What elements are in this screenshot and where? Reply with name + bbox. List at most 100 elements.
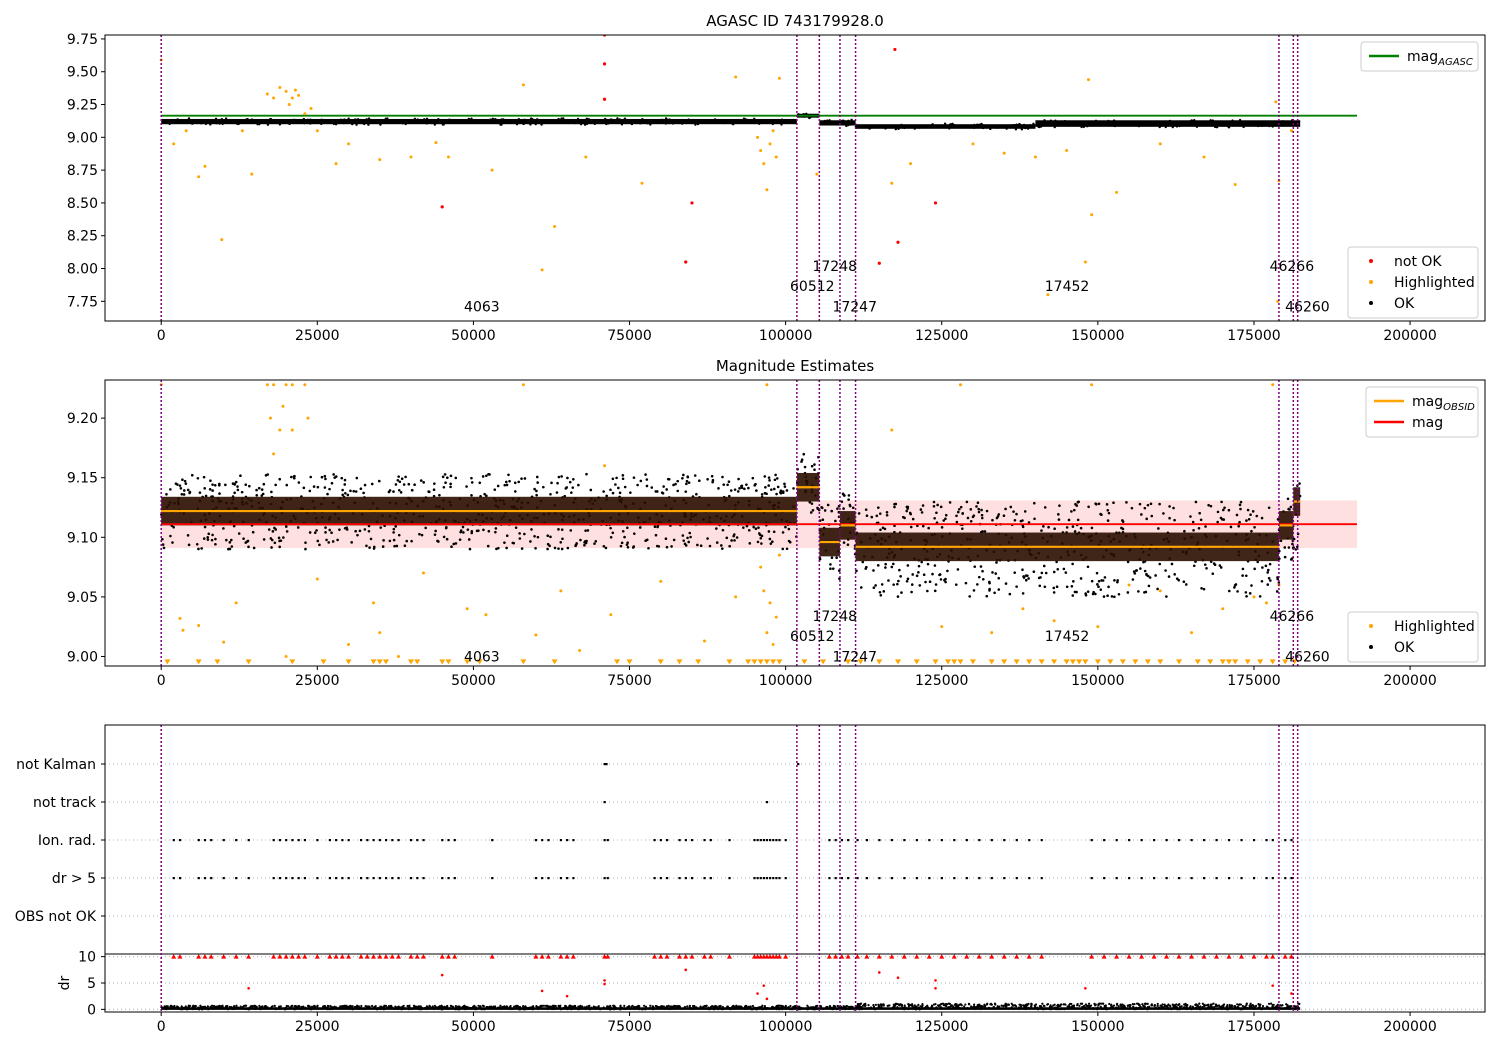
dr-ok-point: [1007, 1003, 1010, 1006]
dr-capped-marker: [1151, 954, 1157, 959]
dr-ok-point: [713, 1005, 716, 1008]
estimates-ok-point: [444, 481, 447, 484]
estimates-ok-point: [433, 482, 436, 485]
agasc-ok-point: [1113, 124, 1117, 128]
estimates-ok-point: [800, 458, 804, 461]
dr-ok-point: [542, 1004, 545, 1007]
agasc-ok-point: [780, 123, 783, 126]
estimates-ok-point: [293, 474, 296, 478]
agasc-ok-point: [416, 118, 419, 121]
estimates-ok-point: [313, 531, 317, 535]
estimates-ok-point: [619, 544, 623, 548]
agasc-highlighted-point: [203, 164, 207, 168]
estimates-low-marker: [1026, 659, 1033, 665]
dr-ok-point: [879, 1004, 882, 1007]
flags-point: [1203, 877, 1206, 880]
agasc-y-tick-label: 9.75: [67, 32, 98, 48]
flags-point: [422, 877, 425, 880]
estimates-highlighted-point: [234, 601, 238, 605]
dr-capped-marker: [1026, 954, 1032, 959]
agasc-x-tick-label: 200000: [1383, 328, 1436, 344]
estimates-ok-point: [748, 542, 752, 545]
agasc-bottom-legend-box: [1347, 246, 1479, 319]
estimates-ok-point: [939, 505, 943, 509]
dr-ok-point: [1097, 1004, 1100, 1007]
agasc-x-tick-label: 0: [157, 328, 166, 344]
estimates-ok-point: [203, 487, 207, 490]
agasc-ok-point: [302, 117, 306, 121]
agasc-ok-point: [256, 123, 259, 126]
agasc-ok-point: [1024, 126, 1027, 130]
estimates-highlighted-point: [303, 383, 307, 387]
estimates-highlighted-point: [1021, 607, 1025, 611]
dr-ok-point: [1005, 1003, 1008, 1006]
agasc-ok-point: [170, 121, 174, 125]
estimates-ok-point: [560, 475, 563, 478]
estimates-ok-point: [529, 540, 532, 543]
agasc-ok-point: [1137, 124, 1141, 128]
estimates-ok-point: [865, 514, 869, 518]
flags-point: [965, 877, 968, 880]
estimates-ok-point: [909, 512, 912, 516]
estimates-ok-point: [681, 534, 685, 537]
estimates-ok-point: [438, 493, 441, 497]
estimates-ok-point: [179, 487, 183, 490]
dr-ok-point: [1126, 1004, 1129, 1007]
dr-capped-marker: [452, 954, 458, 959]
estimates-low-marker: [695, 659, 702, 665]
estimates-bottom-legend-label: Highlighted: [1394, 619, 1475, 635]
flags-point: [272, 839, 275, 842]
flags-point: [915, 877, 918, 880]
agasc-y-tick-label: 7.75: [67, 294, 98, 310]
estimates-ok-point: [946, 569, 949, 573]
estimates-ok-point: [309, 475, 313, 479]
estimates-ok-point: [1040, 529, 1043, 532]
agasc-ok-point: [599, 121, 602, 124]
estimates-ok-point: [1075, 590, 1078, 594]
agasc-title: AGASC ID 743179928.0: [706, 12, 884, 30]
flags-point: [878, 839, 881, 842]
estimates-ok-point: [1298, 482, 1301, 485]
agasc-ok-point: [1270, 121, 1274, 124]
agasc-ok-point: [235, 122, 239, 125]
estimates-x-tick-label: 125000: [915, 673, 968, 689]
agasc-highlighted-point: [1083, 260, 1087, 264]
estimates-highlighted-point: [281, 404, 285, 408]
estimates-ok-point: [767, 530, 771, 533]
estimates-ok-point: [915, 574, 919, 578]
flags-point: [856, 839, 859, 842]
dr-red-point: [1271, 984, 1274, 987]
estimates-ok-point: [1205, 567, 1208, 570]
estimates-low-marker: [857, 659, 864, 665]
dr-ok-point: [608, 1005, 611, 1008]
estimates-ok-point: [188, 491, 191, 495]
estimates-ok-point: [1055, 560, 1058, 564]
estimates-ok-point: [1156, 587, 1159, 591]
flags-point: [603, 877, 606, 880]
estimates-ok-point: [169, 488, 172, 491]
agasc-ok-point: [584, 120, 587, 123]
estimates-ok-point: [557, 547, 560, 550]
agasc-ok-point: [897, 127, 900, 131]
flags-point: [653, 877, 656, 880]
agasc-ok-point: [535, 119, 538, 123]
estimates-ok-point: [765, 492, 768, 496]
estimates-ok-point: [1131, 578, 1135, 581]
estimates-ok-point: [1113, 579, 1116, 582]
estimates-ok-point: [1027, 577, 1030, 580]
estimates-ok-point: [196, 476, 200, 480]
dr-capped-marker: [1039, 954, 1045, 959]
flags-point: [940, 877, 943, 880]
dr-ok-point: [1080, 1002, 1084, 1005]
dr-y-axis-label: dr: [57, 975, 73, 990]
estimates-highlighted-point: [290, 383, 294, 387]
estimates-bottom-legend-marker: [1369, 645, 1373, 649]
agasc-ok-point: [1026, 127, 1030, 130]
estimates-ok-point: [991, 518, 994, 522]
agasc-highlighted-point: [971, 142, 975, 146]
dr-ok-point: [1153, 1004, 1156, 1007]
dr-ok-point: [503, 1005, 506, 1008]
estimates-ok-point: [1158, 502, 1161, 506]
estimates-ok-point: [1021, 568, 1024, 571]
estimates-highlighted-point: [272, 383, 276, 387]
